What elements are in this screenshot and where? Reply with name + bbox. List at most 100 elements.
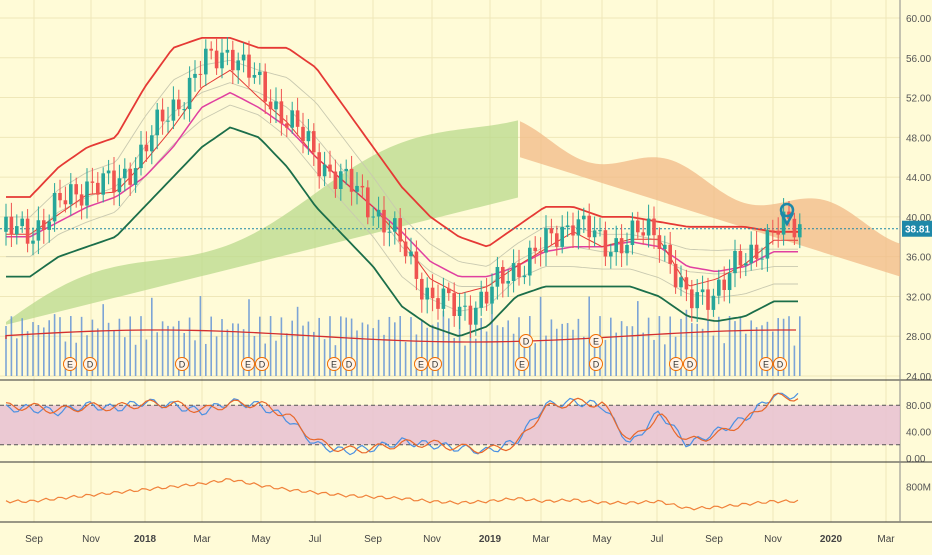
candle-body xyxy=(144,144,149,152)
volume-bar xyxy=(345,317,347,376)
volume-bar xyxy=(745,333,747,376)
candle-body xyxy=(36,220,41,241)
price-tick-label: 40.00 xyxy=(906,213,931,224)
volume-bar xyxy=(194,340,196,376)
candle-body xyxy=(522,275,527,278)
volume-bar xyxy=(53,314,56,376)
volume-bar xyxy=(377,319,380,376)
candle-body xyxy=(457,306,462,317)
volume-bar xyxy=(572,329,574,376)
volume-bar xyxy=(502,327,504,376)
candle-body xyxy=(204,48,208,75)
candle-body xyxy=(711,295,716,310)
candle-body xyxy=(52,192,57,222)
volume-bar xyxy=(275,340,277,376)
time-tick-label: Jul xyxy=(309,534,322,545)
price-tick-label: 24.00 xyxy=(906,372,931,383)
candle-body xyxy=(339,171,343,189)
volume-bar xyxy=(448,318,450,376)
volume-ma-line xyxy=(5,329,797,343)
marker-label: E xyxy=(593,337,599,347)
volume-bar xyxy=(394,322,396,376)
volume-bar xyxy=(140,316,142,376)
marker-circle xyxy=(773,357,787,371)
volume-bar xyxy=(232,323,234,376)
marker-circle xyxy=(83,357,97,371)
candle-body xyxy=(20,218,24,227)
candle-body xyxy=(549,228,554,234)
candle-body xyxy=(668,244,672,264)
candle-body xyxy=(538,251,543,253)
candle-body xyxy=(582,215,586,220)
marker-circle xyxy=(515,357,529,371)
volume-bar xyxy=(583,336,585,376)
volume-bar xyxy=(534,343,536,376)
volume-bar xyxy=(658,316,661,376)
candle-body xyxy=(533,247,537,252)
volume-bar xyxy=(415,334,418,376)
volume-bar xyxy=(707,319,709,376)
candle-body xyxy=(495,266,500,287)
marker-label: D xyxy=(523,337,530,347)
marker-circle xyxy=(241,357,255,371)
volume-bar xyxy=(647,317,650,376)
candle-body xyxy=(133,168,138,185)
earnings-marker: E xyxy=(327,357,341,371)
volume-bar xyxy=(124,337,126,376)
stoch-tick-label: 0.00 xyxy=(906,454,926,465)
volume-bar xyxy=(323,339,326,376)
marker-circle xyxy=(63,357,77,371)
candle-body xyxy=(452,293,456,317)
candle-body xyxy=(258,71,262,75)
marker-circle xyxy=(414,357,428,371)
marker-circle xyxy=(175,357,189,371)
obv-tick-label: 800M xyxy=(906,483,931,494)
marker-label: E xyxy=(763,360,769,370)
candle-body xyxy=(663,244,667,250)
volume-bar xyxy=(604,339,607,376)
candle-body xyxy=(117,178,122,193)
candle-body xyxy=(398,218,402,242)
candle-body xyxy=(749,244,753,264)
candle-body xyxy=(684,277,689,290)
volume-bar xyxy=(307,321,310,376)
candle-body xyxy=(166,120,170,122)
candle-body xyxy=(155,109,159,136)
volume-bar xyxy=(626,326,628,376)
candle-body xyxy=(241,54,246,61)
cloud-bearish xyxy=(520,121,900,277)
volume-bar xyxy=(134,344,137,376)
candle-body xyxy=(792,218,797,238)
volume-bar xyxy=(496,325,499,376)
volume-bar xyxy=(550,319,553,376)
volume-bar xyxy=(91,319,94,376)
volume-bar xyxy=(26,331,29,376)
volume-bar xyxy=(664,344,666,376)
stoch-tick-label: 40.00 xyxy=(906,428,931,439)
volume-bar xyxy=(512,333,515,376)
stoch-band xyxy=(0,405,900,445)
candle-body xyxy=(382,209,386,233)
marker-circle xyxy=(255,357,269,371)
volume-bar xyxy=(48,320,50,376)
volume-bar xyxy=(437,322,439,376)
candle-body xyxy=(376,209,381,217)
volume-bar xyxy=(291,320,293,376)
volume-bar xyxy=(739,317,742,376)
candle-body xyxy=(106,170,111,174)
axes: 60.00 56.00 52.00 48.00 44.00 40.00 36.00 32.00… xyxy=(25,14,932,545)
volume-bar xyxy=(356,330,358,376)
dividend-marker: D xyxy=(83,357,97,371)
marker-label: E xyxy=(418,360,424,370)
candle-body xyxy=(700,289,705,293)
candle-body xyxy=(733,250,737,274)
volume-bar xyxy=(610,317,612,376)
candle-body xyxy=(771,230,775,232)
volume-bar xyxy=(269,316,272,376)
volume-bar xyxy=(97,328,99,376)
price-tick-label: 44.00 xyxy=(906,173,931,184)
volume-bar xyxy=(367,324,369,376)
candle-body xyxy=(274,101,278,110)
time-tick-label: May xyxy=(252,534,271,545)
candle-body xyxy=(387,231,392,233)
